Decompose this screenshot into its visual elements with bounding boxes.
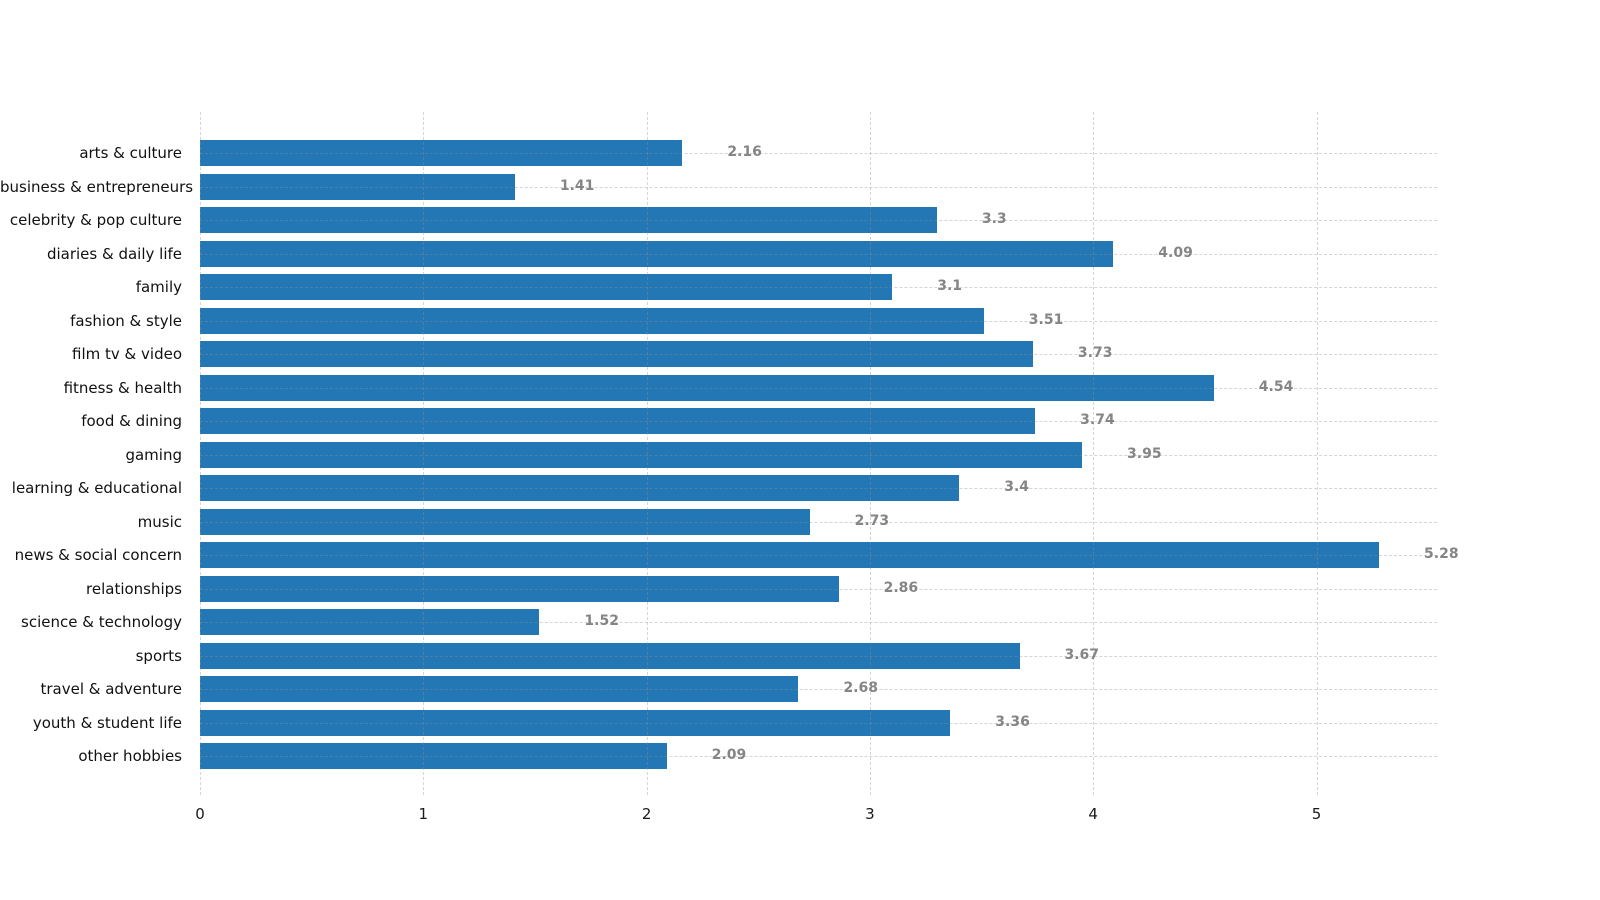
category-label: diaries & daily life: [46, 244, 182, 263]
y-gridline: [200, 320, 1437, 322]
x-gridline: [646, 112, 648, 795]
value-label: 3.73: [1077, 345, 1113, 361]
category-label: travel & adventure: [40, 680, 182, 698]
y-gridline: [200, 756, 1437, 757]
bar: [200, 508, 810, 535]
y-gridline: [200, 655, 1437, 657]
y-gridline: [200, 555, 1437, 556]
x-tick-label: 3: [865, 805, 875, 823]
bar: [200, 441, 1083, 468]
value-label: 3.74: [1080, 412, 1115, 428]
category-label: fashion & style: [70, 311, 182, 330]
value-label: 3.1: [937, 278, 963, 294]
bar: [200, 575, 839, 602]
category-label: learning & educational: [11, 479, 182, 497]
x-gridline: [423, 112, 425, 795]
bar: [200, 240, 1114, 267]
y-gridline: [200, 622, 1437, 623]
y-gridline: [200, 421, 1437, 422]
value-label: 2.68: [843, 680, 878, 696]
bar: [200, 374, 1214, 401]
value-label: 3.3: [981, 211, 1007, 227]
category-label: fitness & health: [63, 378, 182, 397]
y-gridline: [200, 454, 1437, 456]
x-gridline: [869, 112, 871, 795]
bar: [200, 274, 893, 300]
category-label: science & technology: [21, 613, 182, 631]
bar: [200, 341, 1033, 367]
value-label: 2.16: [727, 144, 762, 160]
value-label: 3.95: [1127, 445, 1162, 462]
category-label: food & dining: [81, 412, 182, 430]
category-label: celebrity & pop culture: [9, 211, 182, 229]
category-label: music: [137, 512, 182, 531]
x-gridline: [1316, 112, 1318, 795]
value-label: 5.28: [1424, 546, 1459, 562]
value-label: 2.09: [711, 747, 747, 763]
y-gridline: [200, 521, 1437, 523]
y-gridline: [200, 253, 1437, 255]
bar: [200, 743, 667, 769]
x-tick-label: 2: [641, 805, 652, 823]
bar: [200, 642, 1020, 669]
bar: [200, 709, 951, 736]
category-label: youth & student life: [32, 713, 182, 732]
y-gridline: [200, 186, 1437, 188]
value-label: 3.36: [995, 713, 1030, 730]
bar: [200, 207, 937, 233]
y-gridline: [200, 153, 1437, 154]
value-label: 1.41: [559, 177, 595, 194]
y-gridline: [200, 387, 1437, 389]
x-tick-label: 5: [1311, 805, 1322, 823]
bar: [200, 542, 1380, 568]
y-gridline: [200, 588, 1437, 590]
category-label: gaming: [125, 445, 182, 464]
bar: [200, 408, 1036, 434]
bar: [200, 140, 683, 166]
category-label: other hobbies: [78, 747, 182, 765]
y-gridline: [200, 689, 1437, 690]
value-label: 2.86: [883, 579, 919, 596]
value-label: 3.67: [1064, 646, 1100, 663]
y-gridline: [200, 488, 1437, 489]
x-tick-label: 1: [418, 805, 429, 823]
category-label: film tv & video: [72, 345, 182, 363]
x-tick-label: 4: [1088, 805, 1098, 823]
value-label: 3.4: [1004, 479, 1030, 495]
value-label: 4.54: [1258, 378, 1294, 395]
category-label: news & social concern: [14, 546, 182, 564]
x-gridline: [1093, 112, 1095, 795]
bar: [200, 609, 540, 635]
x-gridline: [200, 112, 201, 795]
bar: [200, 475, 960, 501]
x-tick-label: 0: [195, 805, 205, 823]
bar: [200, 173, 515, 200]
value-label: 4.09: [1158, 244, 1193, 261]
category-label: relationships: [86, 579, 182, 598]
value-label: 1.52: [584, 613, 619, 629]
y-gridline: [200, 287, 1437, 288]
value-label: 2.73: [854, 512, 890, 529]
category-label: sports: [135, 646, 182, 665]
category-label: business & entrepreneurs: [0, 177, 194, 196]
value-label: 3.51: [1028, 311, 1064, 328]
y-gridline: [200, 220, 1437, 221]
y-gridline: [200, 354, 1437, 355]
bar: [200, 307, 984, 334]
y-gridline: [200, 722, 1437, 724]
bar: [200, 676, 799, 702]
category-label: arts & culture: [79, 144, 182, 162]
category-label: family: [135, 278, 182, 296]
